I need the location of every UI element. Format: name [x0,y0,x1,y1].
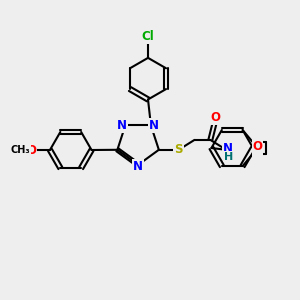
Text: O: O [253,140,262,153]
Text: N: N [223,142,233,155]
Text: N: N [149,119,159,132]
Text: N: N [133,160,143,173]
Text: O: O [26,143,36,157]
Text: CH₃: CH₃ [11,145,30,155]
Text: H: H [224,152,233,162]
Text: S: S [174,143,183,156]
Text: N: N [117,119,127,132]
Text: O: O [210,111,220,124]
Text: Cl: Cl [142,30,154,43]
Text: O: O [253,143,262,156]
